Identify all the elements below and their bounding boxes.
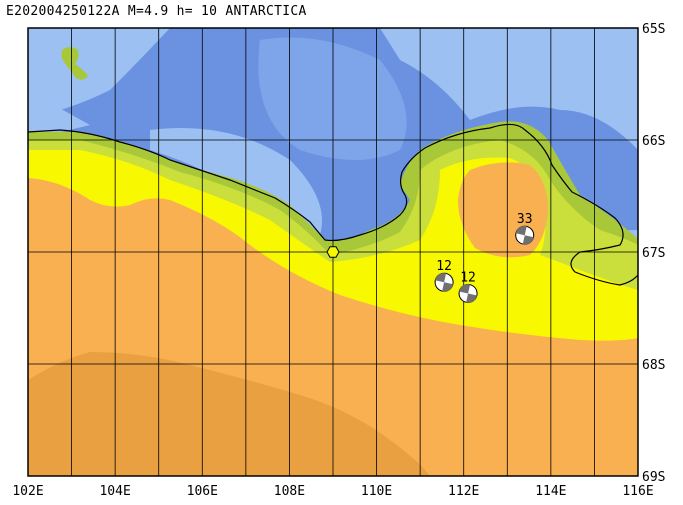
focal-mechanism-beachball: 12 bbox=[434, 259, 454, 292]
coastline bbox=[27, 123, 639, 286]
focal-mechanism-beachball: 12 bbox=[458, 270, 478, 303]
longitude-label: 116E bbox=[622, 484, 653, 499]
beachball-compression-quadrant bbox=[459, 284, 471, 294]
land-dark-orange-core bbox=[28, 380, 300, 476]
ocean-shelf-area bbox=[380, 28, 638, 150]
latitude-label: 69S bbox=[642, 470, 665, 485]
longitude-label: 104E bbox=[99, 484, 130, 499]
island-shape bbox=[61, 47, 88, 80]
longitude-label: 102E bbox=[12, 484, 43, 499]
longitude-label: 106E bbox=[187, 484, 218, 499]
longitude-label: 108E bbox=[274, 484, 305, 499]
map-title: E202004250122A M=4.9 h= 10 ANTARCTICA bbox=[6, 4, 307, 19]
epicenter-marker bbox=[326, 246, 340, 258]
latitude-label: 66S bbox=[642, 134, 665, 149]
focal-mechanism-beachball: 33 bbox=[515, 212, 535, 245]
focal-mechanisms: 33 12 12 bbox=[434, 212, 535, 303]
longitude-labels: 102E 104E 106E 108E 110E 112E 114E 116E bbox=[12, 484, 653, 499]
latitude-label: 68S bbox=[642, 358, 665, 373]
focal-mechanism-depth-label: 33 bbox=[517, 212, 533, 227]
longitude-label: 114E bbox=[535, 484, 566, 499]
beachball-compression-quadrant bbox=[435, 272, 447, 283]
beachball-compression-quadrant bbox=[466, 293, 478, 303]
beachball-compression-quadrant bbox=[515, 225, 527, 236]
beachball-compression-quadrant bbox=[442, 282, 454, 292]
beachball-compression-quadrant bbox=[522, 235, 534, 245]
longitude-label: 112E bbox=[448, 484, 479, 499]
latitude-label: 67S bbox=[642, 246, 665, 261]
latitude-label: 65S bbox=[642, 22, 665, 37]
longitude-label: 110E bbox=[361, 484, 392, 499]
focal-mechanism-depth-label: 12 bbox=[436, 259, 452, 274]
latitude-labels: 65S 66S 67S 68S 69S bbox=[642, 22, 665, 485]
map-frame bbox=[27, 27, 639, 477]
ocean-mid-area bbox=[258, 37, 407, 160]
focal-mechanism-depth-label: 12 bbox=[460, 270, 476, 285]
